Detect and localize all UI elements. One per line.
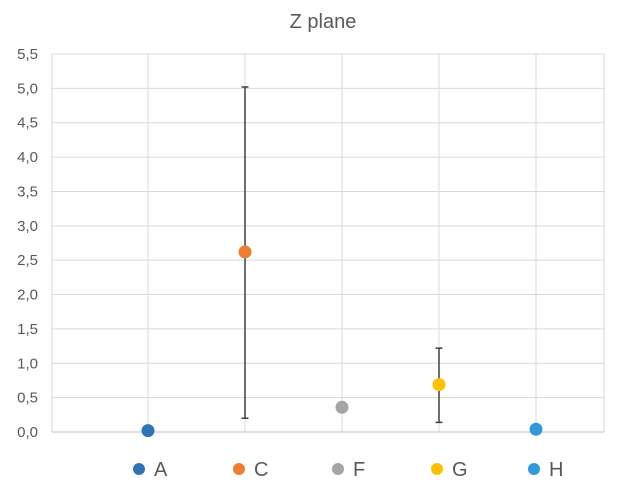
y-tick-label: 5,0 (17, 80, 38, 97)
legend-label: A (154, 459, 168, 481)
legend-item-h: H (528, 459, 563, 481)
y-tick-label: 1,0 (17, 355, 38, 372)
legend-item-f: F (332, 459, 365, 481)
plot-grid (51, 53, 605, 433)
y-tick-label: 4,5 (17, 115, 38, 132)
y-tick-label: 3,5 (17, 183, 38, 200)
point-a (141, 424, 155, 438)
y-axis: 0,0 0,5 1,0 1,5 2,0 2,5 3,0 3,5 4,0 4,5 5,0 5,5 (17, 46, 38, 441)
legend-item-c: C (233, 459, 268, 481)
legend-label: C (254, 459, 268, 481)
y-tick-label: 2,0 (17, 287, 38, 304)
y-tick-label: 5,5 (17, 46, 38, 63)
point-g (432, 378, 446, 392)
legend-marker (133, 463, 145, 475)
legend-label: G (452, 459, 468, 481)
legend-marker (528, 463, 540, 475)
y-tick-label: 2,5 (17, 252, 38, 269)
legend-item-g: G (431, 459, 468, 481)
y-tick-label: 3,0 (17, 218, 38, 235)
point-c (238, 245, 252, 259)
legend-label: H (549, 459, 563, 481)
y-tick-label: 1,5 (17, 321, 38, 338)
legend-marker (332, 463, 344, 475)
y-tick-label: 4,0 (17, 149, 38, 166)
legend-marker (233, 463, 245, 475)
legend-marker (431, 463, 443, 475)
legend-label: F (353, 459, 365, 481)
point-h (529, 422, 543, 436)
data-points (141, 245, 543, 438)
point-f (335, 400, 349, 414)
y-tick-label: 0,0 (17, 424, 38, 441)
legend-item-a: A (133, 459, 168, 481)
chart-title: Z plane (290, 11, 357, 33)
y-tick-label: 0,5 (17, 390, 38, 407)
